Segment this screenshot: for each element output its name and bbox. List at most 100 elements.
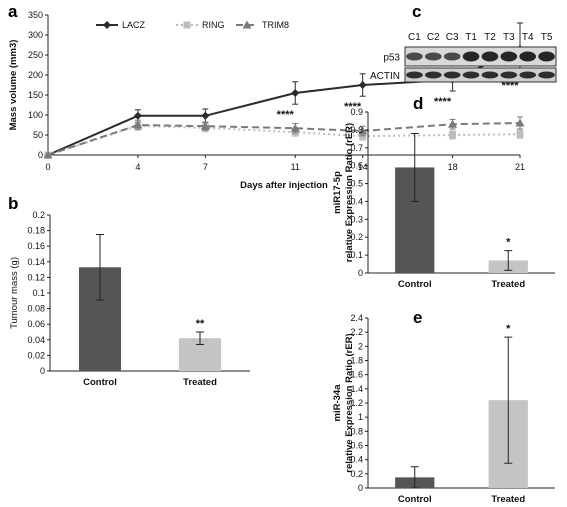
x-tick-label: Treated <box>491 279 525 290</box>
y-tick-label: 0.2 <box>350 469 363 479</box>
blot-band <box>425 52 442 61</box>
y-tick-label: 2.4 <box>350 313 363 323</box>
lane-label: C2 <box>427 32 440 43</box>
panel-b-bar-chart: b 0 0.02 0.04 0.06 0.08 0.1 0.12 0.14 0.16 0.18 0.2… <box>8 194 250 388</box>
y-tick-label: 0.18 <box>27 226 45 236</box>
legend-label: LACZ <box>122 20 146 30</box>
y-tick-label: 0.1 <box>350 250 363 260</box>
blot-band <box>538 71 555 79</box>
data-point <box>291 89 300 97</box>
panel-letter-a: a <box>8 2 18 21</box>
series-line <box>47 122 521 156</box>
x-tick-label: Treated <box>183 377 217 388</box>
panel-letter-c: c <box>412 2 421 21</box>
data-point <box>200 121 210 130</box>
y-tick-label: 0.3 <box>350 214 363 224</box>
y-tick-label: 0.14 <box>27 257 45 267</box>
lane-label: C3 <box>446 32 459 43</box>
x-tick-label: 7 <box>203 162 208 172</box>
y-tick-label: 0.2 <box>350 232 363 242</box>
blot-band <box>462 51 480 62</box>
y-axis-title: miR-34a <box>332 384 343 422</box>
blot-strip-actin <box>404 67 557 83</box>
legend-marker <box>103 21 111 29</box>
y-tick-label: 300 <box>28 30 43 40</box>
y-tick-label: 0.6 <box>350 161 363 171</box>
y-tick-label: 0.1 <box>32 288 45 298</box>
y-tick-label: 50 <box>33 130 43 140</box>
blot-band <box>406 52 423 61</box>
data-point <box>449 131 457 139</box>
y-tick-label: 0.6 <box>350 441 363 451</box>
y-tick-label: 0 <box>40 366 45 376</box>
panel-c-western-blot: c C1 C2 C3 T1 T2 T3 T4 T5 p53 ACTIN <box>370 2 557 83</box>
blot-band <box>443 52 461 61</box>
y-tick-label: 0.8 <box>350 426 363 436</box>
y-tick-label: 0.9 <box>350 107 363 117</box>
y-tick-label: 0.16 <box>27 241 45 251</box>
x-tick-label: Control <box>398 279 432 290</box>
significance-stars: * <box>506 237 511 249</box>
x-tick-label: Treated <box>491 494 525 505</box>
data-point <box>515 118 525 127</box>
series-trim8 <box>43 116 525 159</box>
lane-label: T3 <box>503 32 515 43</box>
panel-d-bar-chart: d 0 0.1 0.2 0.3 0.4 0.5 0.6 0.7 0.8 0.9 Control Trea… <box>332 94 555 290</box>
y-tick-label: 0.4 <box>350 196 363 206</box>
blot-band <box>519 71 536 79</box>
panel-letter-b: b <box>8 194 18 213</box>
lane-label: T5 <box>541 32 553 43</box>
panel-e-bar-chart: e 0 0.2 0.4 0.6 0.8 1 1.2 1.4 1.6 1.8 2 2.2 2.4 Contro… <box>332 308 555 505</box>
y-tick-label: 150 <box>28 90 43 100</box>
y-tick-label: 0 <box>358 483 363 493</box>
x-tick-label: 4 <box>135 162 140 172</box>
significance-stars: ** <box>196 318 205 330</box>
data-point <box>43 150 53 159</box>
y-tick-label: 1.2 <box>350 398 363 408</box>
data-point <box>358 81 367 89</box>
y-tick-label: 0.08 <box>27 304 45 314</box>
x-axis-title: Days after injection <box>240 180 328 191</box>
blot-band <box>443 71 461 79</box>
lane-label: T4 <box>522 32 534 43</box>
x-tick-label: 18 <box>448 162 458 172</box>
y-tick-label: 0.06 <box>27 319 45 329</box>
blot-band <box>406 71 423 79</box>
x-tick-label: 14 <box>358 162 368 172</box>
y-tick-label: 2.2 <box>350 327 363 337</box>
blot-band <box>519 51 536 62</box>
lane-label: T2 <box>484 32 496 43</box>
legend-label: TRIM8 <box>262 20 289 30</box>
lane-label: T1 <box>465 32 477 43</box>
y-tick-label: 100 <box>28 110 43 120</box>
y-tick-label: 1.6 <box>350 370 363 380</box>
y-tick-label: 0.12 <box>27 272 45 282</box>
data-point <box>290 123 300 132</box>
legend: LACZ RING TRIM8 <box>96 20 289 30</box>
y-tick-label: 0.4 <box>350 455 363 465</box>
y-tick-label: 0 <box>38 150 43 160</box>
y-axis-title: Mass volume (mm3) <box>8 40 19 131</box>
blot-row-label: p53 <box>383 53 400 64</box>
blot-band <box>425 71 442 79</box>
data-point <box>201 111 210 120</box>
y-tick-label: 250 <box>28 50 43 60</box>
y-tick-label: 0.04 <box>27 335 45 345</box>
significance-stars: * <box>506 323 511 335</box>
y-tick-label: 0.5 <box>350 179 363 189</box>
y-tick-label: 2 <box>358 341 363 351</box>
blot-band <box>481 51 499 62</box>
y-tick-label: 200 <box>28 70 43 80</box>
y-axis-title-line2: relative Expression Ratio (rER) <box>344 123 355 262</box>
x-tick-label: Control <box>83 377 117 388</box>
y-tick-label: 0.02 <box>27 350 45 360</box>
y-axis-title: Tumour mass (g) <box>9 257 20 329</box>
legend-label: RING <box>202 20 225 30</box>
y-tick-label: 350 <box>28 10 43 20</box>
significance-stars: **** <box>344 101 362 113</box>
data-point <box>448 119 458 128</box>
x-tick-label: Control <box>398 494 432 505</box>
blot-strip-p53 <box>404 46 557 67</box>
legend-marker <box>183 21 191 29</box>
